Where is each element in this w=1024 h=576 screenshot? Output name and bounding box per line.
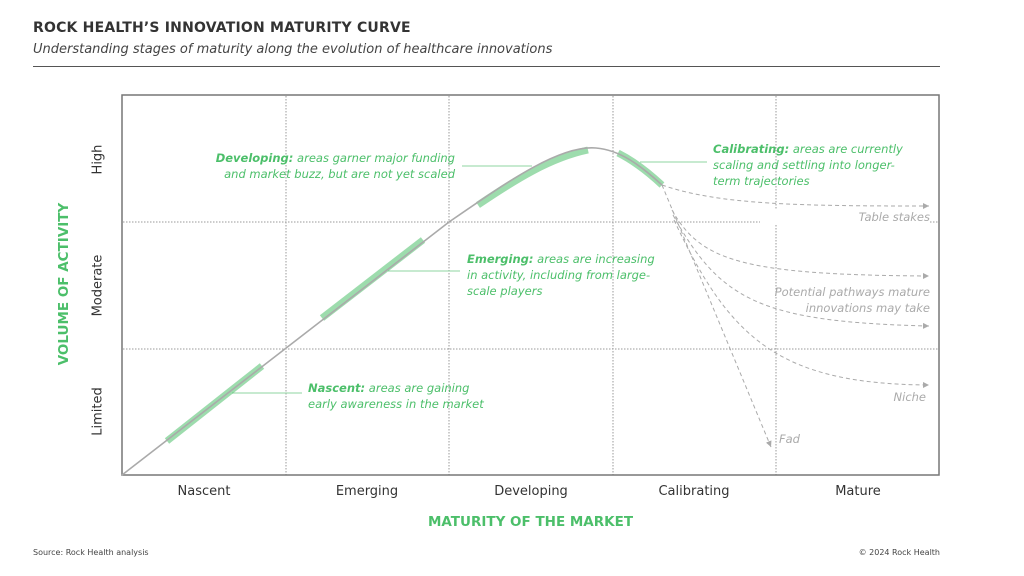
- x-tick-developing: Developing: [494, 484, 568, 499]
- pathway-table-stakes: [661, 184, 930, 209]
- ann-text: term trajectories: [713, 174, 810, 188]
- pathway-mature-2: [672, 214, 930, 329]
- ann-text: areas are increasing: [533, 252, 655, 266]
- ann-text: scaling and settling into longer-: [713, 158, 895, 172]
- plot-frame: [121, 94, 940, 476]
- grid-lines: [123, 96, 938, 475]
- ann-text: scale players: [467, 284, 543, 298]
- leader-lines: [232, 161, 707, 394]
- x-tick-emerging: Emerging: [335, 484, 399, 499]
- label-fad: Fad: [779, 432, 800, 446]
- highlight-developing: [476, 146, 589, 208]
- ann-text: areas garner major funding: [293, 151, 455, 165]
- term-nascent: Nascent:: [308, 381, 366, 395]
- label-potential-pathways: Potential pathways mature innovations ma…: [740, 284, 930, 316]
- pathway-mature-1: [671, 209, 930, 279]
- x-axis-label: MATURITY OF THE MARKET: [427, 514, 634, 530]
- term-developing: Developing:: [215, 151, 294, 165]
- title-divider: [33, 66, 940, 67]
- ann-text: areas are gaining: [365, 381, 470, 395]
- y-tick-high: High: [90, 144, 106, 175]
- chart-title: ROCK HEALTH’S INNOVATION MATURITY CURVE: [33, 20, 411, 36]
- copyright: © 2024 Rock Health: [858, 548, 940, 557]
- label-table-stakes: Table stakes: [760, 209, 930, 225]
- potential-line2: innovations may take: [805, 301, 930, 315]
- potential-line1: Potential pathways mature: [774, 285, 930, 299]
- x-tick-nascent: Nascent: [177, 484, 231, 499]
- y-tick-moderate: Moderate: [90, 254, 106, 317]
- ann-text: in activity, including from large-: [467, 268, 651, 282]
- source-note: Source: Rock Health analysis: [33, 548, 149, 557]
- y-axis-label: VOLUME OF ACTIVITY: [56, 202, 72, 366]
- ann-text: early awareness in the market: [308, 397, 484, 411]
- pathway-fad: [661, 184, 772, 448]
- pathway-niche: [673, 219, 930, 388]
- y-tick-limited: Limited: [90, 387, 106, 436]
- chart-subtitle: Understanding stages of maturity along t…: [33, 42, 553, 57]
- ann-text: and market buzz, but are not yet scaled: [224, 167, 455, 181]
- annotation-emerging: Emerging: areas are increasing in activi…: [467, 251, 687, 299]
- maturity-curve: [121, 147, 663, 476]
- x-tick-mature: Mature: [835, 484, 881, 499]
- highlight-emerging: [319, 237, 426, 321]
- highlight-calibrating: [616, 149, 665, 188]
- term-emerging: Emerging:: [467, 252, 534, 266]
- term-calibrating: Calibrating:: [713, 142, 790, 156]
- pathways: [661, 184, 930, 448]
- annotation-calibrating: Calibrating: areas are currently scaling…: [713, 141, 933, 189]
- annotation-nascent: Nascent: areas are gaining early awarene…: [308, 380, 528, 412]
- annotation-developing: Developing: areas garner major funding a…: [190, 150, 455, 182]
- x-tick-calibrating: Calibrating: [658, 484, 730, 499]
- label-niche: Niche: [893, 390, 926, 404]
- ann-text: areas are currently: [789, 142, 903, 156]
